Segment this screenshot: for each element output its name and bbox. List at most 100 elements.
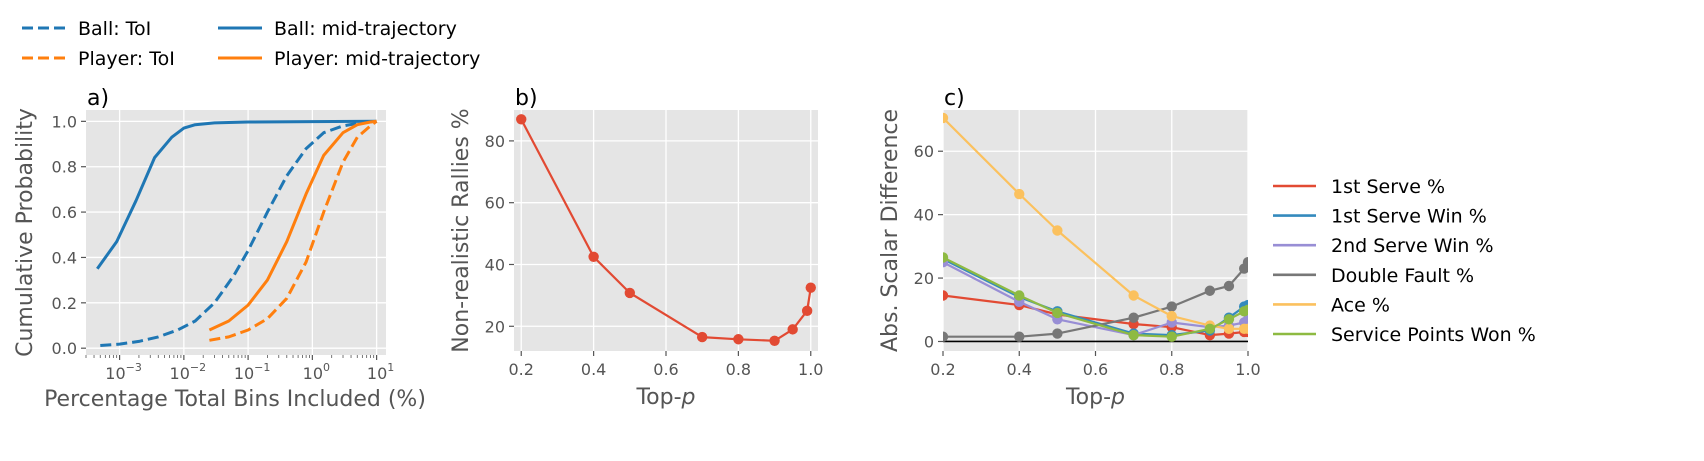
legend-label: 2nd Serve Win % [1331,235,1494,257]
data-point [805,282,816,293]
x-tick-label: 10−3 [105,361,142,383]
data-point [801,305,813,317]
data-point [769,335,780,347]
y-tick-label: 80 [485,132,505,151]
data-point [733,334,744,345]
chart-panel-3: 0.2 0.4 0.6 0.8 1.0 0 20 40 60 c) Top-p Abs. Scalar… [878,86,1261,410]
series-group [943,112,1248,342]
tick-exponent: −3 [126,361,142,374]
data-point [1223,323,1235,335]
tick-exponent: 1 [387,361,394,374]
legend-label: Service Points Won % [1331,324,1536,346]
x-tick-label: 0.2 [509,360,534,379]
series-group [516,114,816,347]
x-tick-label: 10−2 [170,361,207,383]
x-tick-label: 0.8 [1159,360,1184,379]
top-legend: Ball: ToI Player: ToI Ball: mid-trajectory… [22,18,480,70]
x-tick-label: 1.0 [798,360,823,379]
y-tick-label: 20 [485,317,505,336]
x-axis-label-italic: p [681,385,696,410]
series-line-ball-mid-trajectory [96,119,377,270]
x-axis-label: Percentage Total Bins Included (%) [44,387,426,412]
panel-label: a) [87,86,109,111]
data-point [1014,331,1025,342]
data-point [1128,312,1139,323]
x-tick-label: 0.6 [653,360,678,379]
x-tick-label: 1.0 [1235,360,1260,379]
legend-label: Player: ToI [78,48,175,70]
data-point [943,290,949,301]
x-tick-label: 101 [367,361,394,383]
panel-label: b) [515,86,538,111]
y-axis-label: Cumulative Probability [13,108,38,357]
y-tick-label: 0.2 [52,294,77,313]
data-point [1242,304,1248,315]
x-tick-label: 0.4 [581,360,606,379]
x-tick-label: 0.2 [930,360,955,379]
data-point [1223,280,1235,292]
x-axis-label: Top-p [1065,385,1125,410]
y-tick-label: 1.0 [52,112,77,131]
x-axis-label-text: Top- [1065,385,1111,410]
tick-exponent: 0 [323,361,330,374]
legend-label: 1st Serve % [1331,176,1445,198]
chart-panel-1: 10−3 10−2 10−1 100 1010.00.20.40.60.81.0a)Pe… [13,86,426,412]
y-tick-label: 60 [485,194,505,213]
x-axis-label: Top-p [635,385,695,410]
tick-base: 10 [234,364,254,383]
series-line-ball-toi [100,119,377,347]
y-tick-label: 0.0 [52,339,77,358]
plot-area [86,110,386,355]
x-axis-label-italic: p [1110,385,1125,410]
data-point [943,331,949,342]
data-point [516,114,527,125]
y-axis-label: Non-realistic Rallies % [449,108,474,352]
data-point [1204,285,1216,296]
y-tick-label: 40 [914,206,934,225]
legend-label: Double Fault % [1331,265,1474,287]
data-point [1242,323,1248,335]
data-point [943,112,949,124]
y-tick-label: 0.8 [52,158,77,177]
data-point [1166,301,1177,312]
legend-label: Player: mid-trajectory [274,48,480,70]
x-tick-label: 0.8 [726,360,751,379]
data-point [1223,314,1235,325]
series-line-player-toi [209,120,378,342]
data-point [943,252,949,263]
legend-label: Ace % [1331,294,1390,316]
legend-label: Ball: mid-trajectory [274,18,457,40]
data-point [696,331,708,343]
tick-base: 10 [105,364,125,383]
y-tick-label: 20 [914,269,934,288]
tick-base: 10 [170,364,190,383]
data-point [1166,310,1177,322]
x-tick-label: 100 [303,361,330,383]
y-tick-label: 0.6 [52,203,77,222]
tick-base: 10 [367,364,387,383]
y-tick-label: 60 [914,142,934,161]
data-point [1128,329,1139,341]
tick-exponent: −2 [190,361,206,374]
series-line-player-mid-trajectory [208,119,377,332]
data-point [1242,257,1248,268]
data-point [1128,290,1139,301]
chart-panel-2: 0.2 0.4 0.6 0.8 1.0 20 40 60 80 b) Top-p Non-realis… [449,86,823,410]
y-axis-label: Abs. Scalar Difference [878,109,903,352]
right-legend: 1st Serve % 1st Serve Win % 2nd Serve Win … [1273,176,1536,346]
legend-label: Ball: ToI [78,18,151,40]
data-point [1204,323,1216,335]
data-point [624,287,636,299]
data-point [1166,331,1177,342]
data-point [1052,328,1063,339]
y-tick-label: 40 [485,255,505,274]
legend-label: 1st Serve Win % [1331,206,1487,228]
data-point [787,324,798,335]
tick-exponent: −1 [254,361,270,374]
x-axis-label-text: Top- [635,385,681,410]
series-group [96,119,378,347]
x-tick-label: 0.6 [1083,360,1108,379]
tick-base: 10 [303,364,323,383]
x-tick-label: 0.4 [1007,360,1032,379]
